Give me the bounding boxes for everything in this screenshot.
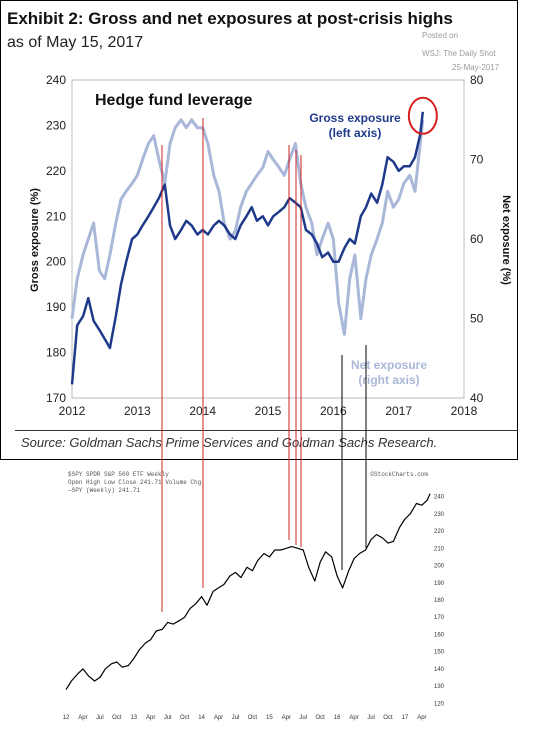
left-y-tick-label: 210 [46, 209, 66, 223]
spy-y-tick-label: 140 [434, 667, 445, 673]
spy-x-tick-label: 15 [266, 715, 273, 721]
spy-x-tick-label: 14 [198, 715, 205, 721]
spy-x-tick-label: Apr [146, 715, 155, 721]
source-note: Source: Goldman Sachs Prime Services and… [21, 435, 438, 450]
spy-y-tick-label: 190 [434, 581, 445, 587]
spy-y-tick-label: 170 [434, 615, 445, 621]
x-tick-label: 2015 [255, 404, 282, 418]
gross-series-label: Gross exposure [309, 111, 401, 125]
spy-x-tick-label: Apr [78, 715, 87, 721]
exhibit-title: Exhibit 2: Gross and net exposures at po… [7, 9, 453, 28]
spy-x-tick-label: Oct [112, 715, 122, 721]
spy-x-tick-label: 16 [334, 715, 341, 721]
spy-header-values: Open High Low Close 241.71 Volume Chg [68, 479, 202, 486]
right-y-tick-label: 60 [470, 232, 484, 246]
spy-credit: ©StockCharts.com [370, 471, 428, 478]
left-y-tick-label: 240 [46, 73, 66, 87]
spy-x-tick-label: Jul [232, 715, 240, 721]
source-divider [15, 430, 517, 431]
x-tick-label: 2016 [320, 404, 347, 418]
spy-y-tick-label: 180 [434, 598, 445, 604]
spy-x-tick-label: Oct [180, 715, 190, 721]
spy-y-tick-label: 200 [434, 564, 445, 570]
latest-value-circle [407, 96, 438, 135]
right-y-tick-label: 70 [470, 153, 484, 167]
right-axis-title: Net exposure (%) [500, 195, 512, 285]
x-tick-label: 2017 [385, 404, 412, 418]
spy-y-tick-label: 240 [434, 495, 445, 501]
spy-y-tick-label: 210 [434, 546, 445, 552]
spy-y-tick-label: 130 [434, 684, 445, 690]
spy-y-tick-label: 160 [434, 632, 445, 638]
spy-y-tick-label: 220 [434, 529, 445, 535]
right-y-tick-label: 80 [470, 73, 484, 87]
right-y-tick-label: 50 [470, 312, 484, 326]
spy-x-tick-label: Jul [164, 715, 172, 721]
x-tick-label: 2018 [451, 404, 478, 418]
spy-y-tick-label: 150 [434, 650, 445, 656]
spy-x-tick-label: Jul [299, 715, 307, 721]
spy-x-tick-label: Apr [282, 715, 291, 721]
spy-x-tick-label: 12 [63, 715, 70, 721]
spy-x-tick-label: Jul [96, 715, 104, 721]
spy-x-tick-label: 13 [130, 715, 137, 721]
net-series-sublabel: (right axis) [358, 373, 419, 387]
left-axis-title: Gross exposure (%) [29, 188, 41, 292]
spy-x-tick-label: Oct [316, 715, 326, 721]
spy-y-tick-label: 230 [434, 512, 445, 518]
spy-x-tick-label: Apr [417, 715, 426, 721]
spy-x-tick-label: Oct [248, 715, 258, 721]
left-y-tick-label: 180 [46, 346, 66, 360]
left-y-tick-label: 170 [46, 391, 66, 405]
left-y-tick-label: 190 [46, 300, 66, 314]
exhibit-subtitle: as of May 15, 2017 [7, 34, 144, 51]
left-y-tick-label: 220 [46, 164, 66, 178]
x-tick-label: 2013 [124, 404, 151, 418]
watermark-posted: Posted on [422, 31, 459, 40]
spy-x-tick-label: Jul [367, 715, 375, 721]
spy-price-line [65, 493, 431, 690]
plot-area-frame [71, 79, 465, 399]
spy-x-tick-label: Apr [349, 715, 358, 721]
spy-x-tick-label: Oct [383, 715, 393, 721]
spy-y-tick-label: 120 [434, 701, 445, 707]
net-exposure-line [70, 118, 425, 336]
gross-exposure-line [70, 111, 425, 385]
gross-series-sublabel: (left axis) [329, 126, 382, 140]
watermark-date: 25-May-2017 [452, 63, 500, 72]
chart-inner-title: Hedge fund leverage [95, 92, 252, 109]
watermark-source: WSJ: The Daily Shot [422, 49, 496, 58]
spy-x-tick-label: Apr [214, 715, 223, 721]
right-y-tick-label: 40 [470, 391, 484, 405]
x-tick-label: 2012 [59, 404, 86, 418]
spy-header-line: $SPY SPDR S&P 500 ETF Weekly [68, 471, 169, 478]
left-y-tick-label: 230 [46, 118, 66, 132]
spy-legend: —SPY (Weekly) 241.71 [67, 487, 140, 494]
spy-x-tick-label: 17 [402, 715, 409, 721]
left-y-tick-label: 200 [46, 255, 66, 269]
net-series-label: Net exposure [351, 358, 427, 372]
exhibit-panel: Exhibit 2: Gross and net exposures at po… [0, 0, 518, 460]
